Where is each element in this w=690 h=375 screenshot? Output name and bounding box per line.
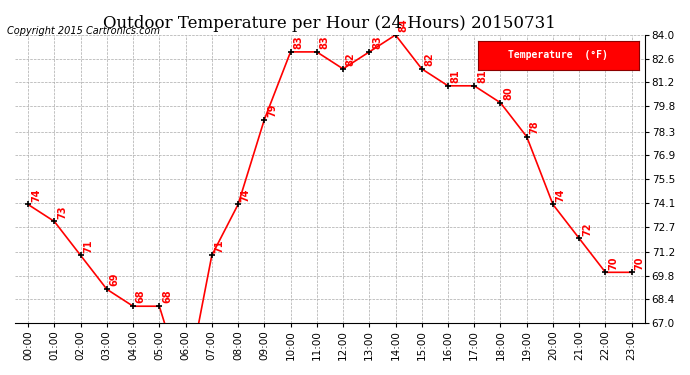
Text: 74: 74 xyxy=(555,188,566,202)
Text: 71: 71 xyxy=(215,239,224,253)
Text: 68: 68 xyxy=(162,290,172,303)
Title: Outdoor Temperature per Hour (24 Hours) 20150731: Outdoor Temperature per Hour (24 Hours) … xyxy=(104,15,556,32)
Text: 72: 72 xyxy=(582,222,592,236)
Text: 70: 70 xyxy=(608,256,618,270)
Text: 82: 82 xyxy=(346,53,356,66)
Text: 68: 68 xyxy=(136,290,146,303)
Text: 83: 83 xyxy=(372,36,382,49)
Text: 74: 74 xyxy=(241,188,251,202)
Text: 73: 73 xyxy=(57,205,67,219)
Text: 79: 79 xyxy=(267,104,277,117)
Text: 69: 69 xyxy=(110,273,119,286)
Text: 71: 71 xyxy=(83,239,93,253)
Text: 83: 83 xyxy=(319,36,330,49)
Text: 70: 70 xyxy=(635,256,644,270)
Text: 80: 80 xyxy=(503,86,513,100)
Text: 81: 81 xyxy=(451,69,461,83)
Text: 74: 74 xyxy=(31,188,41,202)
Text: 78: 78 xyxy=(529,120,540,134)
Text: 81: 81 xyxy=(477,69,487,83)
Text: 63: 63 xyxy=(0,374,1,375)
Text: 84: 84 xyxy=(398,18,408,32)
Text: 83: 83 xyxy=(293,36,304,49)
Text: Copyright 2015 Cartronics.com: Copyright 2015 Cartronics.com xyxy=(7,26,160,36)
Text: 82: 82 xyxy=(424,53,435,66)
